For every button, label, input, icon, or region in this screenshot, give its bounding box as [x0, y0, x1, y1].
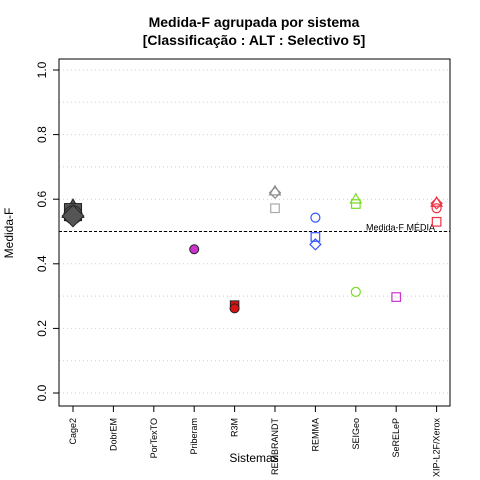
data-point [229, 303, 240, 314]
x-tick-label: DobrEM [108, 418, 118, 451]
y-tick-label: 0.0 [35, 384, 49, 401]
data-point [268, 186, 282, 199]
x-tick-label: SEIGeo [351, 418, 361, 450]
data-point [61, 204, 85, 228]
x-tick-label: PorTexTO [149, 418, 159, 458]
x-tick-label: XIP-L2F/Xerox [432, 418, 442, 478]
x-tick-label: REMMA [310, 418, 320, 452]
data-point [430, 195, 444, 207]
y-tick-label: 0.4 [35, 255, 49, 272]
reference-line-group: Medida-F MÉDIA [59, 223, 450, 233]
y-tick-label: 1.0 [35, 61, 49, 78]
data-point [349, 192, 363, 204]
x-tick-label: REMBRANDT [270, 418, 280, 476]
data-points [61, 184, 444, 314]
y-axis-title: Medida-F [2, 208, 16, 259]
data-point [430, 197, 443, 210]
data-point [309, 238, 322, 251]
data-point [270, 203, 280, 214]
chart-title: Medida-F agrupada por sistema [149, 14, 360, 30]
x-tick-label: Cage2 [68, 418, 78, 445]
x-tick-label: SeRELeP [391, 418, 401, 458]
y-tick-label: 0.2 [35, 320, 49, 337]
chart-subtitle: [Classificação : ALT : Selectivo 5] [143, 32, 366, 48]
x-axis-title: Sistemas [229, 451, 278, 465]
reference-line-label: Medida-F MÉDIA [366, 223, 435, 233]
data-point [391, 292, 402, 302]
data-point [310, 232, 321, 242]
data-point [431, 216, 442, 227]
x-tick-label: Priberam [189, 418, 199, 455]
data-point [310, 212, 321, 223]
data-point [189, 244, 200, 255]
data-point [350, 199, 361, 209]
data-point [431, 203, 442, 214]
plot-frame [58, 58, 451, 407]
data-point [350, 286, 361, 298]
y-tick-label: 0.8 [35, 126, 49, 143]
y-tick-label: 0.6 [35, 191, 49, 208]
x-axis: Cage2 DobrEM PorTexTO Priberam R3M REMBRANDT R… [68, 406, 442, 477]
y-axis: 0.0 0.2 0.4 0.6 0.8 1.0 [35, 61, 59, 401]
x-tick-label: R3M [230, 418, 240, 437]
